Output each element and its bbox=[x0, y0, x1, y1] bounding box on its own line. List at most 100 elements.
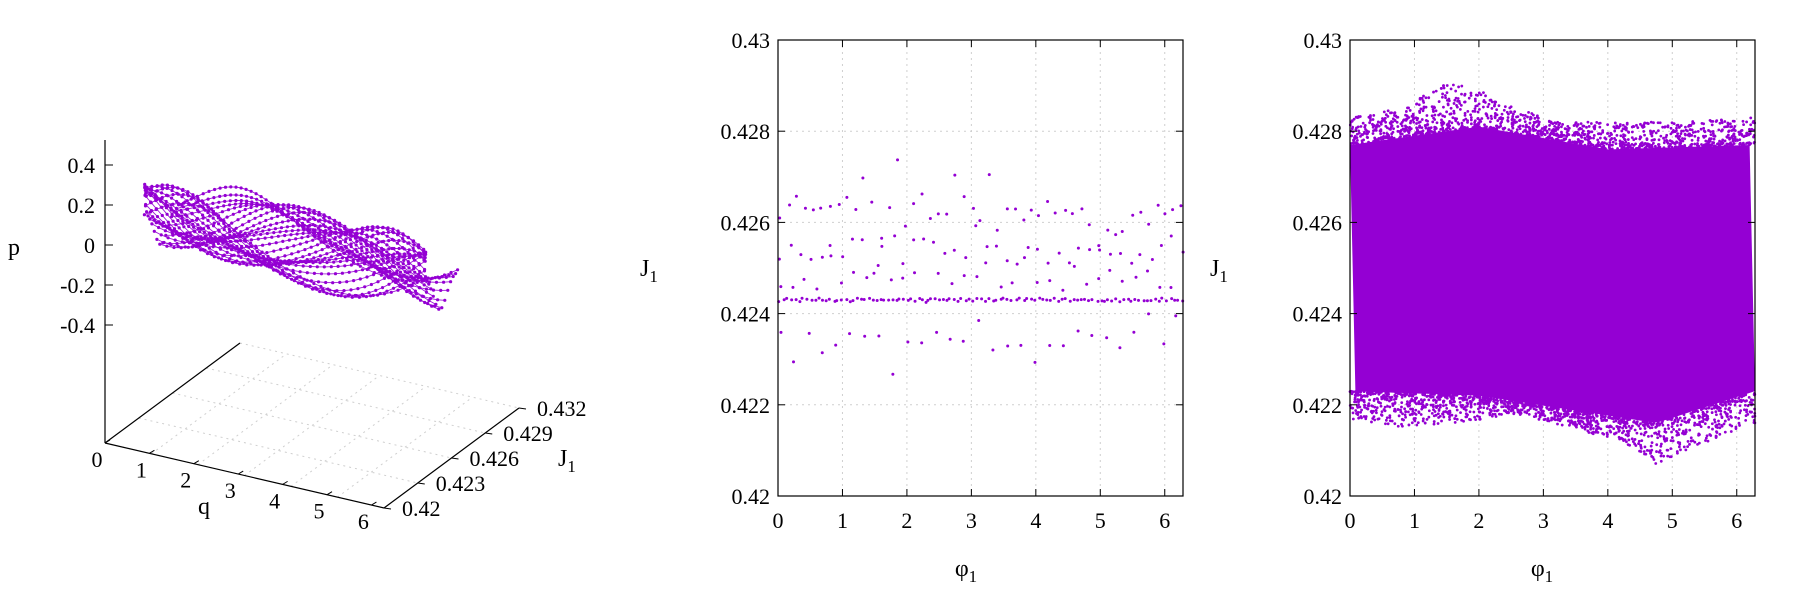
p1-point bbox=[391, 286, 396, 290]
p3-point bbox=[1734, 425, 1738, 429]
p3-point bbox=[1679, 423, 1683, 427]
p1-point bbox=[336, 264, 340, 268]
p3-point bbox=[1489, 396, 1493, 400]
p1-point bbox=[285, 225, 289, 229]
p3-point bbox=[1551, 128, 1555, 132]
p2-point bbox=[792, 360, 796, 364]
p2-point bbox=[945, 298, 949, 302]
p3-point bbox=[1665, 133, 1669, 137]
p2-point bbox=[1067, 261, 1071, 265]
p2-point bbox=[870, 200, 874, 204]
p1-point bbox=[318, 236, 322, 240]
p3-point bbox=[1690, 128, 1694, 132]
p1-point bbox=[284, 262, 289, 266]
p3-point bbox=[1388, 127, 1391, 131]
p3-point bbox=[1405, 134, 1408, 138]
p3-point bbox=[1370, 409, 1374, 413]
p1-point bbox=[227, 227, 231, 231]
p3-point bbox=[1539, 132, 1543, 136]
p1-point bbox=[253, 216, 257, 220]
p3-point bbox=[1551, 138, 1555, 142]
p2-point bbox=[991, 348, 995, 352]
p2-point bbox=[901, 276, 905, 280]
p3-point bbox=[1583, 425, 1587, 429]
p1-point bbox=[236, 250, 240, 254]
p1-point bbox=[266, 262, 270, 266]
p3-point bbox=[1523, 129, 1526, 132]
p1-point bbox=[219, 238, 223, 242]
p2-x-tick-label: 3 bbox=[966, 508, 977, 533]
p3-point bbox=[1550, 418, 1553, 422]
p3-point bbox=[1560, 130, 1563, 134]
p2-point bbox=[828, 243, 832, 247]
p3-point bbox=[1445, 110, 1449, 114]
p1-point bbox=[387, 239, 391, 243]
p3-point bbox=[1414, 133, 1418, 137]
p3-point bbox=[1621, 123, 1625, 127]
p3-point bbox=[1678, 441, 1682, 445]
p3-point bbox=[1642, 123, 1646, 127]
p3-point bbox=[1609, 430, 1613, 434]
p2-point bbox=[1170, 297, 1174, 301]
p3-point bbox=[1515, 115, 1518, 119]
p2-point bbox=[871, 298, 875, 302]
p1-point bbox=[413, 253, 417, 257]
p3-point bbox=[1356, 413, 1360, 417]
p3-point bbox=[1715, 413, 1718, 417]
p1-z-tick-label: -0.4 bbox=[60, 313, 95, 338]
p1-point bbox=[173, 238, 177, 242]
p1-point bbox=[357, 295, 361, 299]
p1-point bbox=[358, 264, 362, 268]
p3-x-tick-label: 0 bbox=[1345, 508, 1356, 533]
p1-point bbox=[327, 220, 331, 224]
p3-point bbox=[1425, 123, 1429, 126]
p1-point bbox=[165, 193, 169, 197]
p3-point bbox=[1458, 107, 1462, 111]
p1-point bbox=[254, 192, 258, 196]
p1-point bbox=[223, 199, 227, 203]
p1-point bbox=[360, 292, 364, 296]
p3-point bbox=[1700, 420, 1704, 423]
p1-point bbox=[176, 218, 180, 223]
p3-point bbox=[1489, 410, 1493, 413]
p1-point bbox=[249, 189, 253, 193]
p3-point bbox=[1377, 124, 1381, 128]
p1-point bbox=[201, 192, 205, 196]
p3-point bbox=[1653, 144, 1657, 148]
p1-point bbox=[287, 238, 291, 242]
p3-point bbox=[1416, 116, 1420, 120]
p1-point bbox=[161, 224, 165, 228]
p1-point bbox=[234, 260, 238, 264]
p3-point bbox=[1597, 122, 1601, 125]
p3-point bbox=[1730, 134, 1734, 138]
p3-point bbox=[1562, 134, 1566, 137]
p2-point bbox=[897, 297, 901, 301]
p2-point bbox=[1068, 299, 1072, 303]
p1-point bbox=[316, 231, 321, 235]
p3-point bbox=[1706, 439, 1710, 443]
p3-point bbox=[1670, 436, 1674, 439]
p3-point bbox=[1747, 141, 1751, 145]
p3-point bbox=[1567, 126, 1571, 130]
p3-point bbox=[1442, 404, 1445, 408]
p1-point bbox=[230, 248, 234, 252]
p3-point bbox=[1445, 91, 1449, 95]
p1-point bbox=[386, 275, 391, 279]
p3-point bbox=[1441, 412, 1445, 416]
p3-point bbox=[1372, 415, 1376, 418]
p3-point bbox=[1612, 427, 1616, 431]
p2-point bbox=[1014, 207, 1018, 211]
p3-point bbox=[1589, 425, 1593, 429]
p3-point bbox=[1705, 416, 1709, 420]
p1-point bbox=[286, 204, 290, 209]
p1-point bbox=[248, 232, 252, 236]
p3-point bbox=[1483, 101, 1487, 104]
p3-point bbox=[1396, 125, 1400, 128]
p1-point bbox=[267, 228, 271, 232]
p3-point bbox=[1729, 410, 1733, 414]
p3-point bbox=[1711, 132, 1715, 135]
p3-point bbox=[1559, 139, 1563, 143]
p3-point bbox=[1553, 406, 1556, 410]
p2-point bbox=[912, 202, 916, 206]
